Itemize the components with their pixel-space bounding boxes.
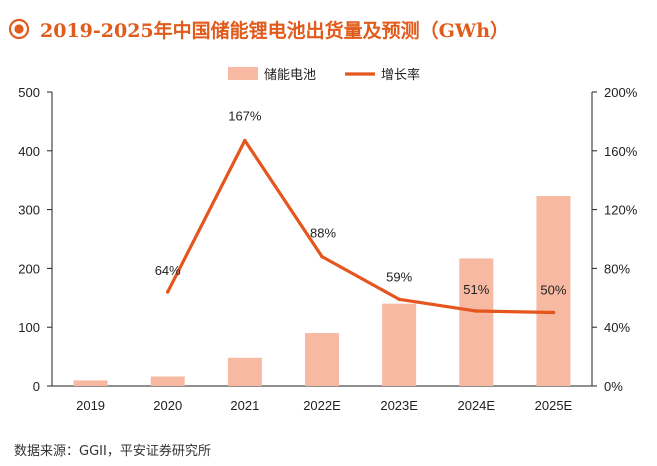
- title-row: 2019-2025年中国储能锂电池出货量及预测（GWh）: [8, 14, 509, 44]
- bar: [73, 380, 108, 386]
- growth-point: [243, 138, 247, 143]
- bar: [150, 376, 185, 386]
- x-tick-label: 2024E: [457, 398, 495, 413]
- y-left-tick-label: 500: [18, 85, 40, 100]
- y-right-tick-label: 120%: [604, 203, 638, 218]
- x-tick-label: 2025E: [535, 398, 573, 413]
- growth-data-label: 64%: [155, 263, 181, 278]
- y-right-tick-label: 160%: [604, 144, 638, 159]
- growth-point: [165, 290, 170, 294]
- growth-point: [397, 297, 401, 302]
- growth-data-label: 88%: [310, 226, 336, 241]
- source-note: 数据来源：GGII，平安证券研究所: [14, 444, 211, 459]
- y-left-tick-label: 0: [33, 379, 40, 394]
- bar: [459, 258, 494, 386]
- y-left-tick-label: 100: [18, 320, 40, 335]
- growth-point: [320, 254, 324, 259]
- legend-label-bar: 储能电池: [264, 67, 316, 82]
- bar: [536, 196, 571, 386]
- growth-data-label: 51%: [463, 282, 489, 297]
- bullet-circle-icon: [8, 18, 30, 40]
- legend-label-line: 增长率: [381, 67, 420, 82]
- combo-chart: 0 100 200 300 400 500 0% 40% 80% 120% 160% 200% 2019…: [18, 67, 638, 413]
- growth-data-label: 59%: [386, 269, 412, 284]
- growth-point: [474, 309, 479, 313]
- x-tick-label: 2020: [153, 398, 182, 413]
- y-left-tick-label: 200: [18, 261, 40, 276]
- y-left-tick-label: 400: [18, 144, 40, 159]
- y-right-tick-label: 0%: [604, 379, 623, 394]
- x-tick-label: 2023E: [380, 398, 418, 413]
- x-tick-label: 2019: [76, 398, 105, 413]
- growth-data-label: 50%: [540, 283, 566, 298]
- growth-line: [166, 138, 556, 315]
- x-tick-label: 2021: [230, 398, 259, 413]
- bar: [382, 303, 417, 386]
- y-left-tick-label: 300: [18, 203, 40, 218]
- bar: [305, 333, 339, 386]
- y-right-tick-label: 80%: [604, 261, 630, 276]
- x-tick-label: 2022E: [303, 398, 341, 413]
- chart-container: 0 100 200 300 400 500 0% 40% 80% 120% 160% 200% 2019…: [0, 55, 657, 425]
- growth-data-label: 167%: [228, 109, 262, 124]
- y-right-tick-label: 200%: [604, 85, 638, 100]
- bar: [227, 357, 262, 386]
- chart-title: 2019-2025年中国储能锂电池出货量及预测（GWh）: [40, 19, 510, 42]
- growth-point: [551, 310, 556, 315]
- legend-swatch-bar: [228, 67, 258, 80]
- y-right-tick-label: 40%: [604, 320, 630, 335]
